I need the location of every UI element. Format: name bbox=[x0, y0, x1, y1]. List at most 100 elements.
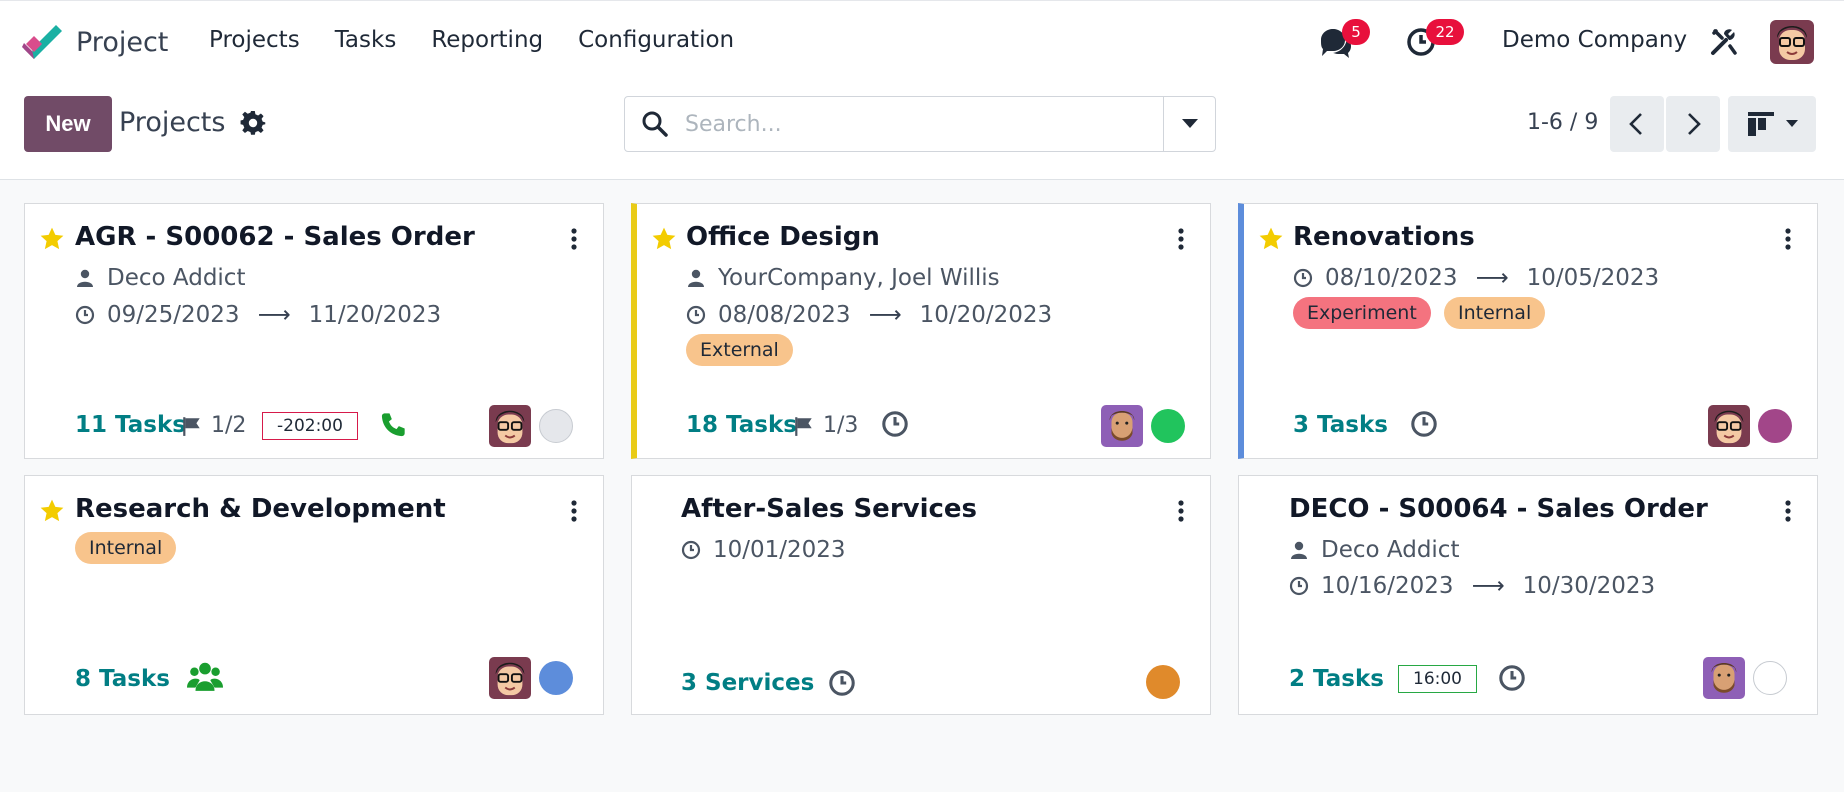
project-title: Research & Development bbox=[75, 494, 446, 524]
kebab-menu-icon[interactable] bbox=[1178, 500, 1184, 522]
project-dates: 08/08/2023 ⟶ 10/20/2023 bbox=[686, 302, 1052, 328]
users-icon[interactable] bbox=[187, 660, 223, 692]
main-menu: Projects Tasks Reporting Configuration bbox=[209, 27, 769, 53]
pager-value[interactable]: 1-6 / 9 bbox=[1527, 110, 1599, 135]
partner-name: Deco Addict bbox=[107, 265, 246, 291]
milestones-count: 1/2 bbox=[211, 413, 247, 438]
favorite-star-icon[interactable] bbox=[1258, 226, 1284, 252]
project-partner: Deco Addict bbox=[1289, 537, 1459, 563]
manager-avatar[interactable] bbox=[1101, 405, 1143, 447]
project-card[interactable]: Research & Development Internal 8 Tasks bbox=[24, 475, 604, 715]
clock-icon[interactable] bbox=[828, 669, 856, 697]
pager-next-button[interactable] bbox=[1666, 96, 1720, 152]
chevron-left-icon bbox=[1629, 113, 1642, 135]
clock-icon bbox=[75, 305, 95, 325]
project-dates: 10/01/2023 bbox=[681, 537, 846, 563]
search-bar bbox=[624, 96, 1216, 152]
clock-icon[interactable] bbox=[1498, 664, 1526, 692]
date-end: 11/20/2023 bbox=[308, 302, 442, 328]
project-card[interactable]: DECO - S00064 - Sales Order Deco Addict … bbox=[1238, 475, 1818, 715]
allocated-hours-badge: 16:00 bbox=[1398, 665, 1477, 693]
menu-projects[interactable]: Projects bbox=[209, 27, 300, 53]
search-options-toggle[interactable] bbox=[1163, 97, 1215, 151]
user-avatar[interactable] bbox=[1770, 20, 1814, 64]
date-start: 10/01/2023 bbox=[713, 537, 846, 563]
status-indicator[interactable] bbox=[539, 661, 573, 695]
date-start: 08/10/2023 bbox=[1325, 265, 1458, 291]
menu-configuration[interactable]: Configuration bbox=[578, 27, 735, 53]
project-card[interactable]: Renovations 08/10/2023 ⟶ 10/05/2023 Expe… bbox=[1238, 203, 1818, 459]
manager-avatar[interactable] bbox=[489, 657, 531, 699]
new-button[interactable]: New bbox=[24, 96, 112, 152]
menu-tasks[interactable]: Tasks bbox=[334, 27, 397, 53]
partner-name: Deco Addict bbox=[1321, 537, 1460, 563]
status-indicator[interactable] bbox=[1758, 409, 1792, 443]
status-indicator[interactable] bbox=[539, 409, 573, 443]
search-icon bbox=[642, 111, 668, 137]
view-switcher-button[interactable] bbox=[1728, 96, 1816, 152]
project-title: Renovations bbox=[1293, 222, 1475, 252]
manager-avatar[interactable] bbox=[1708, 405, 1750, 447]
gear-icon[interactable] bbox=[240, 110, 266, 136]
favorite-star-icon[interactable] bbox=[39, 226, 65, 252]
tools-icon[interactable] bbox=[1710, 28, 1738, 56]
user-icon bbox=[75, 268, 95, 288]
company-switcher[interactable]: Demo Company bbox=[1502, 27, 1688, 53]
status-indicator[interactable] bbox=[1146, 665, 1180, 699]
activities-badge: 22 bbox=[1426, 19, 1464, 45]
status-indicator[interactable] bbox=[1151, 409, 1185, 443]
project-card[interactable]: Office Design YourCompany, Joel Willis 0… bbox=[631, 203, 1211, 459]
messages-badge: 5 bbox=[1342, 19, 1370, 45]
clock-icon bbox=[686, 305, 706, 325]
top-navbar: Project Projects Tasks Reporting Configu… bbox=[0, 0, 1844, 82]
kebab-menu-icon[interactable] bbox=[1785, 228, 1791, 250]
clock-icon[interactable] bbox=[1410, 410, 1438, 438]
status-indicator[interactable] bbox=[1753, 661, 1787, 695]
flag-icon bbox=[793, 415, 815, 437]
project-card[interactable]: After-Sales Services 10/01/2023 3 Servic… bbox=[631, 475, 1211, 715]
tasks-link[interactable]: 18 Tasks bbox=[686, 412, 797, 438]
app-logo-icon bbox=[22, 25, 62, 59]
kanban-view-icon bbox=[1748, 112, 1774, 136]
app-brand[interactable]: Project bbox=[22, 25, 168, 59]
services-link[interactable]: 3 Services bbox=[681, 670, 815, 696]
tasks-link[interactable]: 3 Tasks bbox=[1293, 412, 1388, 438]
kebab-menu-icon[interactable] bbox=[571, 500, 577, 522]
allocated-hours-badge: -202:00 bbox=[262, 412, 358, 440]
clock-icon[interactable] bbox=[881, 410, 909, 438]
app-name: Project bbox=[76, 26, 169, 58]
tag-internal: Internal bbox=[1444, 297, 1546, 329]
project-card[interactable]: AGR - S00062 - Sales Order Deco Addict 0… bbox=[24, 203, 604, 459]
kebab-menu-icon[interactable] bbox=[1178, 228, 1184, 250]
kebab-menu-icon[interactable] bbox=[1785, 500, 1791, 522]
kebab-menu-icon[interactable] bbox=[571, 228, 577, 250]
search-input[interactable] bbox=[685, 107, 1145, 141]
project-title: After-Sales Services bbox=[681, 494, 978, 524]
date-start: 10/16/2023 bbox=[1321, 573, 1454, 599]
date-start: 08/08/2023 bbox=[718, 302, 851, 328]
project-title: DECO - S00064 - Sales Order bbox=[1289, 494, 1708, 524]
chevron-right-icon bbox=[1688, 113, 1701, 135]
project-title: AGR - S00062 - Sales Order bbox=[75, 222, 475, 252]
tasks-link[interactable]: 11 Tasks bbox=[75, 412, 186, 438]
tag-internal: Internal bbox=[75, 532, 177, 564]
manager-avatar[interactable] bbox=[489, 405, 531, 447]
phone-icon[interactable] bbox=[379, 411, 407, 439]
arrow-right-icon: ⟶ bbox=[257, 302, 291, 328]
control-panel: New Projects 1-6 / 9 bbox=[0, 82, 1844, 180]
chat-icon[interactable] bbox=[1318, 26, 1352, 60]
manager-avatar[interactable] bbox=[1703, 657, 1745, 699]
flag-icon bbox=[181, 415, 203, 437]
arrow-right-icon: ⟶ bbox=[1471, 573, 1505, 599]
date-start: 09/25/2023 bbox=[107, 302, 240, 328]
menu-reporting[interactable]: Reporting bbox=[431, 27, 544, 53]
favorite-star-icon[interactable] bbox=[651, 226, 677, 252]
arrow-right-icon: ⟶ bbox=[1475, 265, 1509, 291]
tasks-link[interactable]: 2 Tasks bbox=[1289, 666, 1384, 692]
project-title: Office Design bbox=[686, 222, 880, 252]
tasks-link[interactable]: 8 Tasks bbox=[75, 666, 170, 692]
favorite-star-icon[interactable] bbox=[39, 498, 65, 524]
date-end: 10/20/2023 bbox=[919, 302, 1053, 328]
pager-previous-button[interactable] bbox=[1610, 96, 1664, 152]
caret-down-icon bbox=[1182, 119, 1198, 128]
